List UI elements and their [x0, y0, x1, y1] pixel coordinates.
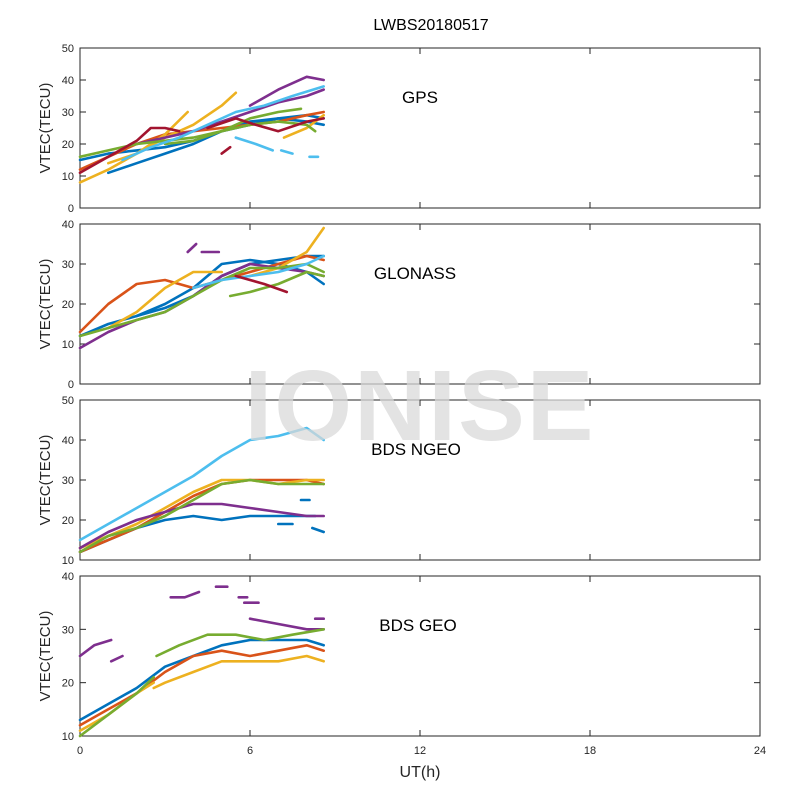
y-axis-label: VTEC(TECU): [37, 83, 54, 174]
panel-4: 10 20 30 40 0 6 12 18 24 VTEC(TECU) BDS GEO: [37, 571, 766, 757]
series-line: [186, 242, 198, 254]
panel-2: 0 10 20 30 40 VTEC(TECU) GLONASS: [37, 219, 761, 391]
y-axis-label: VTEC(TECU): [37, 435, 54, 526]
series-group: [78, 585, 326, 738]
series-line: [78, 262, 326, 338]
y-tick-label: 30: [62, 107, 74, 119]
x-tick-label: 18: [584, 745, 596, 757]
y-tick-label: 0: [68, 203, 74, 215]
series-line: [220, 145, 232, 155]
series-line: [163, 107, 303, 146]
series-line: [107, 110, 189, 165]
y-tick-label: 20: [62, 678, 74, 690]
series-line: [78, 426, 326, 542]
y-tick-label: 40: [62, 571, 74, 583]
series-line: [248, 617, 326, 631]
panel-annotation: BDS NGEO: [371, 440, 461, 459]
y-tick-label: 10: [62, 555, 74, 567]
y-tick-label: 40: [62, 435, 74, 447]
x-axis-label: UT(h): [400, 764, 441, 781]
panel-annotation: GLONASS: [374, 264, 456, 283]
y-axis-label: VTEC(TECU): [37, 611, 54, 702]
series-line: [228, 270, 326, 298]
y-tick-label: 10: [62, 731, 74, 743]
series-line: [248, 75, 326, 107]
y-tick-label: 40: [62, 75, 74, 87]
series-line: [206, 117, 326, 133]
series-line: [152, 654, 326, 690]
axes-box: [79, 223, 761, 385]
series-line: [78, 675, 155, 738]
y-axis-label: VTEC(TECU): [37, 259, 54, 350]
y-tick-label: 30: [62, 475, 74, 487]
y-tick-label: 40: [62, 219, 74, 231]
y-tick-label: 30: [62, 624, 74, 636]
axes-box: [79, 399, 761, 561]
x-tick-label: 6: [247, 745, 253, 757]
y-tick-label: 50: [62, 43, 74, 55]
panel-3: 10 20 30 40 50 VTEC(TECU) BDS NGEO: [37, 395, 761, 567]
series-line: [78, 478, 326, 554]
y-tick-label: 10: [62, 339, 74, 351]
axes-box: [79, 47, 761, 209]
series-line: [78, 638, 326, 722]
series-line: [169, 590, 201, 599]
series-line: [192, 254, 326, 290]
series-line: [107, 270, 223, 330]
series-line: [121, 85, 326, 162]
y-tick-label: 50: [62, 395, 74, 407]
panel-annotation: BDS GEO: [379, 616, 456, 635]
series-line: [78, 478, 326, 550]
series-group: [78, 226, 326, 350]
series-line: [310, 526, 326, 534]
y-tick-label: 20: [62, 299, 74, 311]
series-line: [78, 643, 326, 727]
series-line: [78, 110, 326, 171]
y-tick-label: 20: [62, 139, 74, 151]
axes-box: [79, 575, 761, 737]
series-line: [234, 136, 275, 152]
series-group: [78, 426, 326, 554]
panel-annotation: GPS: [402, 88, 438, 107]
figure-title: LWBS20180517: [373, 17, 488, 34]
series-line: [78, 502, 326, 550]
series-group: [78, 75, 326, 184]
series-line: [279, 149, 294, 155]
x-tick-label: 12: [414, 745, 426, 757]
series-line: [234, 274, 289, 294]
series-line: [109, 654, 124, 663]
watermark: IONISE: [245, 350, 596, 462]
series-line: [78, 126, 181, 175]
y-tick-label: 30: [62, 259, 74, 271]
series-line: [78, 262, 326, 350]
x-tick-label: 0: [77, 745, 83, 757]
y-tick-label: 10: [62, 171, 74, 183]
x-tick-label: 24: [754, 745, 766, 757]
series-line: [78, 120, 317, 159]
y-tick-label: 0: [68, 379, 74, 391]
series-line: [78, 638, 113, 658]
series-line: [155, 627, 326, 658]
panel-1: 0 10 20 30 40 50 VTEC(TECU) GPS: [37, 43, 761, 215]
y-tick-label: 20: [62, 515, 74, 527]
series-line: [78, 478, 326, 554]
series-line: [248, 226, 326, 278]
series-line: [135, 88, 326, 146]
